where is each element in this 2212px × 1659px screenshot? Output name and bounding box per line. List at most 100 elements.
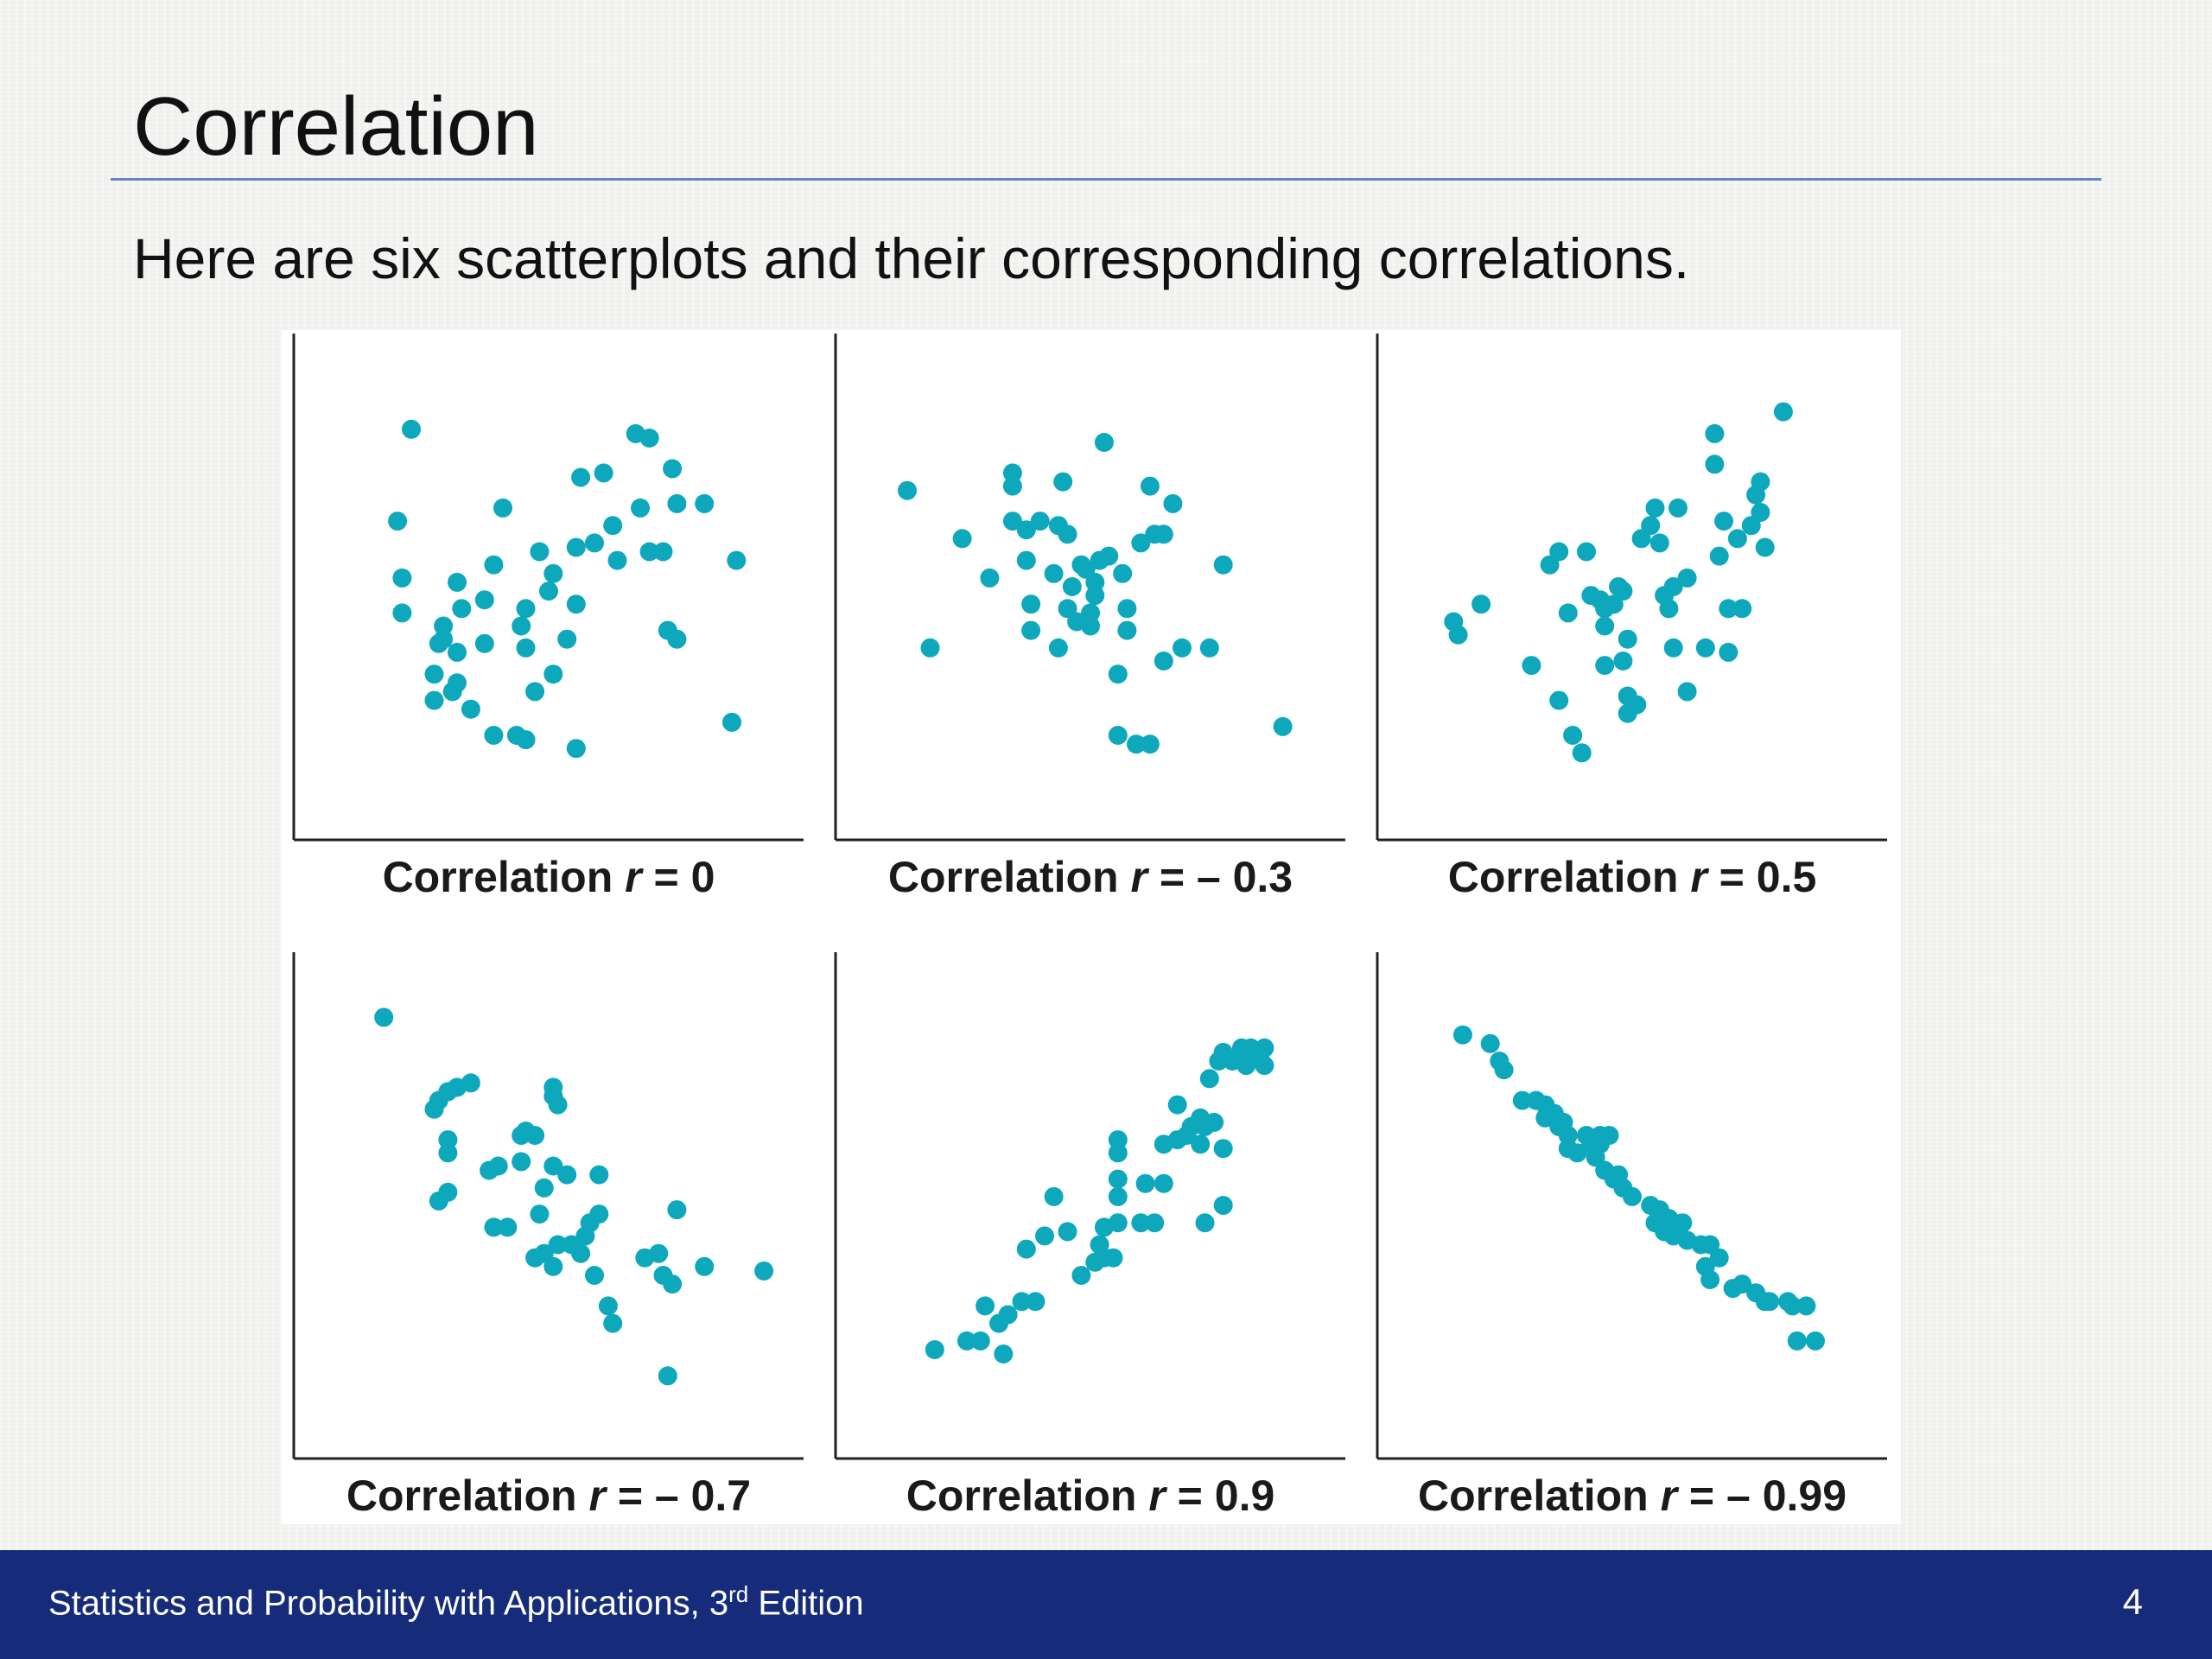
scatter-point: [1577, 542, 1596, 562]
scatter-point: [1787, 1331, 1807, 1351]
scatter-point: [1512, 1090, 1532, 1110]
scatter-point: [1213, 555, 1233, 575]
scatter-point: [1199, 1069, 1219, 1089]
scatter-point: [1613, 582, 1633, 601]
scatter-point: [1191, 1135, 1211, 1154]
scatter-point: [1154, 652, 1173, 671]
scatter-point: [1649, 533, 1669, 553]
scatter-point: [1732, 599, 1752, 619]
scatter-point: [1695, 638, 1715, 658]
scatter-point: [543, 1156, 563, 1176]
scatter-point: [1783, 1296, 1802, 1316]
scatter-point: [1549, 542, 1569, 562]
scatter-point: [1719, 642, 1738, 662]
scatter-point: [1273, 716, 1293, 736]
scatter-point: [1714, 512, 1733, 531]
scatter-point: [438, 1143, 458, 1163]
scatter-point: [1599, 1126, 1619, 1145]
scatter-point: [994, 1344, 1014, 1363]
scatter-point: [957, 1331, 976, 1351]
scatter-point: [1108, 664, 1128, 684]
scatter-point: [1016, 550, 1036, 570]
scatter-point: [498, 1217, 518, 1237]
scatter-point: [1058, 524, 1077, 544]
scatter-point: [1094, 433, 1114, 452]
scatter-point: [639, 429, 659, 448]
scatter-point: [1567, 1143, 1587, 1163]
scatter-point: [525, 682, 545, 702]
scatter-point: [548, 1095, 568, 1115]
scatter-point: [1167, 1095, 1187, 1115]
scatter-point: [424, 664, 444, 684]
scatter-point: [1058, 1222, 1077, 1242]
correlation-caption: Correlation r = – 0.7: [346, 1471, 751, 1520]
scatter-point: [557, 1165, 577, 1185]
scatterplot-panel: Correlation r = 0.5: [1376, 334, 1887, 901]
scatter-point: [1002, 512, 1022, 531]
scatter-point: [589, 1205, 609, 1224]
scatter-point: [1205, 1112, 1224, 1132]
scatter-point: [970, 1331, 990, 1351]
scatterplot-grid: Correlation r = 0 Correlation r = – 0.3 Co…: [292, 334, 1887, 1520]
scatter-point: [727, 550, 747, 570]
scatter-point: [434, 629, 454, 649]
scatter-point: [1494, 1060, 1514, 1080]
scatter-point: [1035, 1226, 1054, 1246]
scatter-point: [1751, 472, 1770, 492]
scatter-point: [1563, 726, 1583, 745]
scatter-point: [488, 1156, 508, 1176]
scatter-point: [1558, 603, 1578, 623]
scatter-point: [424, 690, 444, 710]
scatter-point: [1108, 1186, 1128, 1206]
scatter-point: [1002, 476, 1022, 496]
scatter-point: [1719, 599, 1738, 619]
scatter-point: [1021, 620, 1041, 640]
scatter-point: [1002, 463, 1022, 483]
scatter-point: [1213, 1196, 1233, 1215]
scatterplot-figure: Correlation r = 0 Correlation r = – 0.3 Co…: [282, 330, 1901, 1524]
scatter-point: [402, 419, 421, 439]
scatter-point: [1659, 599, 1679, 619]
scatter-point: [1071, 1266, 1091, 1285]
scatter-point: [631, 498, 650, 518]
scatter-point: [1140, 734, 1160, 754]
scatter-point: [653, 542, 673, 562]
scatter-point: [1448, 625, 1468, 645]
scatter-point: [1131, 533, 1151, 553]
scatter-point: [1641, 516, 1661, 536]
scatter-point: [512, 616, 531, 636]
scatter-point: [667, 629, 687, 649]
scatter-point: [543, 563, 563, 583]
scatter-point: [1558, 1126, 1578, 1145]
scatter-point: [1117, 599, 1137, 619]
scatterplot-panel: Correlation r = – 0.3: [834, 334, 1345, 901]
page-number: 4: [2122, 1581, 2143, 1622]
scatter-point: [1618, 629, 1637, 649]
scatter-point: [1140, 476, 1160, 496]
scatter-point: [1452, 1025, 1472, 1045]
scatter-point: [1108, 726, 1128, 745]
scatter-point: [980, 568, 1000, 588]
scatter-point: [516, 638, 536, 658]
scatter-point: [695, 493, 715, 513]
scatter-point: [493, 498, 512, 518]
scatter-point: [1108, 1213, 1128, 1233]
scatter-point: [566, 594, 586, 614]
scatter-point: [530, 542, 550, 562]
scatter-point: [557, 629, 577, 649]
scatter-point: [1081, 616, 1100, 636]
scatter-point: [1760, 1292, 1779, 1312]
scatter-point: [898, 480, 917, 500]
scatter-point: [1012, 1292, 1032, 1312]
scatter-point: [539, 582, 558, 601]
scatter-point: [1081, 603, 1100, 623]
scatter-point: [607, 550, 627, 570]
scatter-point: [649, 1243, 669, 1263]
scatter-point: [484, 726, 504, 745]
scatter-point: [594, 463, 613, 483]
scatter-point: [1154, 524, 1173, 544]
slide-title: Correlation: [133, 80, 539, 173]
footer-title-edition: Edition: [748, 1584, 864, 1623]
scatter-point: [998, 1305, 1018, 1325]
scatter-point: [516, 730, 536, 750]
